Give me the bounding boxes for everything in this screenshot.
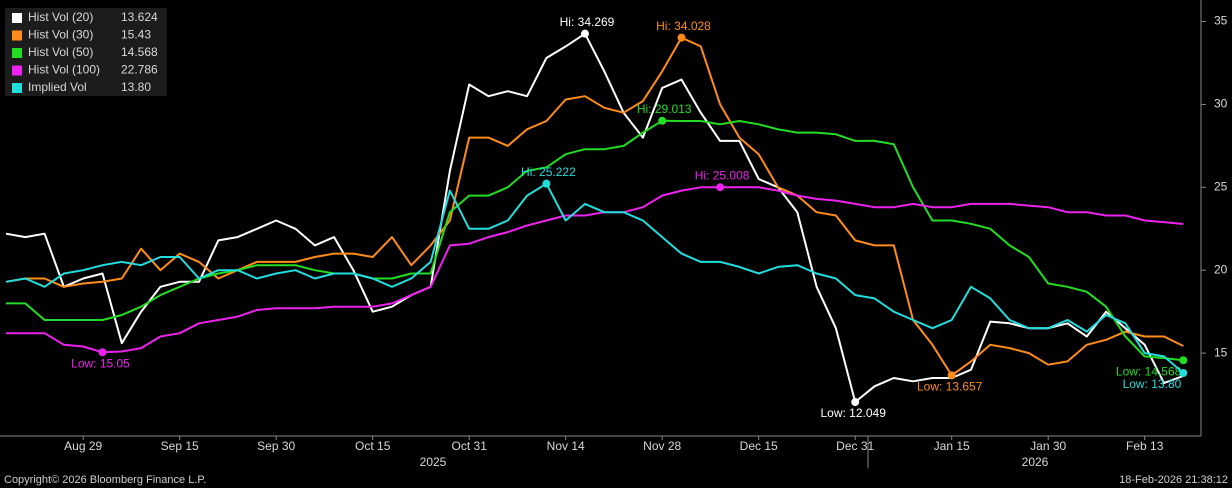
high-label: Hi: 34.269 xyxy=(560,15,615,29)
x-tick-label: Dec 15 xyxy=(740,439,778,453)
legend-label: Implied Vol xyxy=(28,80,87,94)
high-marker xyxy=(677,33,686,42)
low-label: Low: 13.80 xyxy=(1123,377,1182,391)
low-label: Low: 14.568 xyxy=(1116,364,1182,378)
x-tick-label: Dec 31 xyxy=(836,439,874,453)
legend-box xyxy=(5,8,167,96)
legend-swatch xyxy=(12,30,22,41)
x-tick-label: Oct 15 xyxy=(355,439,391,453)
high-label: Hi: 25.222 xyxy=(521,165,576,179)
legend-label: Hist Vol (100) xyxy=(28,63,100,77)
low-marker xyxy=(947,371,956,380)
low-marker xyxy=(1179,369,1188,378)
high-marker xyxy=(581,29,589,38)
legend-label: Hist Vol (50) xyxy=(28,45,93,59)
low-label: Low: 13.657 xyxy=(917,380,983,394)
low-label: Low: 15.05 xyxy=(71,356,130,370)
legend-value: 14.568 xyxy=(121,45,158,59)
high-label: Hi: 25.008 xyxy=(695,168,750,182)
x-tick-label: Jan 15 xyxy=(934,439,970,453)
legend-swatch xyxy=(12,83,22,93)
x-tick-label: Sep 15 xyxy=(161,439,199,453)
low-marker xyxy=(1179,356,1188,365)
high-label: Hi: 34.028 xyxy=(656,19,711,33)
legend-value: 13.624 xyxy=(121,10,158,24)
y-tick-label: 20 xyxy=(1214,262,1228,276)
high-marker xyxy=(658,116,667,125)
legend-value: 13.80 xyxy=(121,80,151,94)
series-line xyxy=(5,182,1184,374)
y-tick-label: 30 xyxy=(1214,97,1228,111)
x-tick-label: Aug 29 xyxy=(64,439,102,453)
year-label: 2026 xyxy=(1022,455,1049,469)
series-line xyxy=(5,32,1184,403)
legend-swatch xyxy=(12,13,22,23)
legend-swatch xyxy=(12,48,22,58)
high-marker xyxy=(542,179,551,188)
x-tick-label: Feb 13 xyxy=(1126,439,1164,453)
x-tick-label: Jan 30 xyxy=(1030,439,1066,453)
x-tick-label: Nov 28 xyxy=(643,439,681,453)
low-label: Low: 12.049 xyxy=(821,406,887,420)
legend-label: Hist Vol (30) xyxy=(28,28,93,42)
x-tick-label: Sep 30 xyxy=(257,439,295,453)
low-marker xyxy=(851,398,860,407)
y-tick-label: 15 xyxy=(1214,345,1228,359)
high-marker xyxy=(716,183,725,192)
x-tick-label: Oct 31 xyxy=(452,439,488,453)
y-tick-label: 35 xyxy=(1214,14,1228,28)
timestamp: 18-Feb-2026 21:38:12 xyxy=(1119,474,1228,486)
low-marker xyxy=(98,348,107,357)
legend-value: 15.43 xyxy=(121,28,151,42)
series-line xyxy=(6,186,1184,354)
legend-swatch xyxy=(12,65,22,76)
legend-label: Hist Vol (20) xyxy=(28,10,93,24)
high-label: Hi: 29.013 xyxy=(637,102,692,116)
series-line xyxy=(5,36,1184,377)
year-label: 2025 xyxy=(420,455,447,469)
copyright: Copyright© 2026 Bloomberg Finance L.P. xyxy=(4,474,206,486)
y-tick-label: 25 xyxy=(1214,180,1228,194)
legend-value: 22.786 xyxy=(121,63,158,77)
x-tick-label: Nov 14 xyxy=(547,439,585,453)
